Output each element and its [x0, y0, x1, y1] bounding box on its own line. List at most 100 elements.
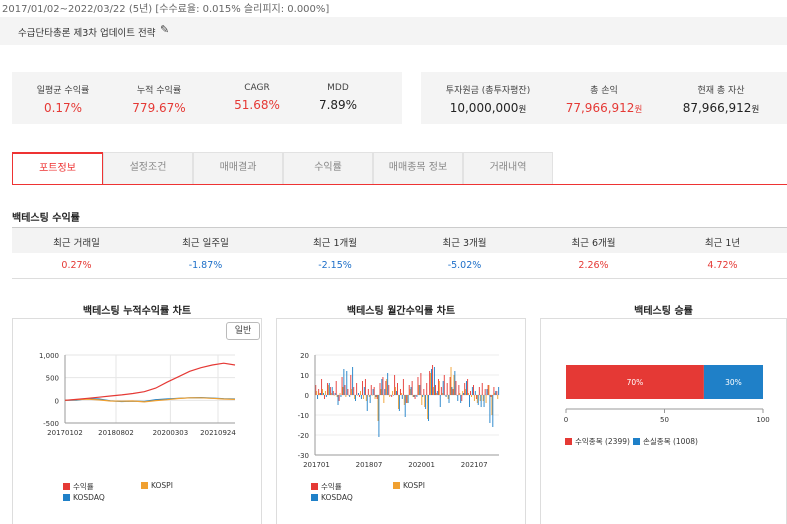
table-cell: -2.15% [318, 260, 352, 271]
stat-number: 87,966,912 [682, 101, 752, 115]
legend-item: 수익률 [311, 481, 342, 492]
tab-stock-info[interactable]: 매매종목 정보 [373, 152, 463, 184]
y-tick-label: -10 [298, 412, 309, 420]
bar-kospi [360, 391, 361, 395]
winrate-chart-title: 백테스팅 승률 [634, 306, 693, 317]
bar-kosdaq [454, 371, 456, 395]
bar-kosdaq [492, 395, 494, 427]
legend-item: KOSDAQ [63, 493, 105, 502]
bar-kospi [462, 391, 464, 395]
bar-return [335, 381, 337, 395]
bar-return [408, 385, 410, 395]
bar-kosdaq [363, 387, 365, 395]
tab-returns[interactable]: 수익률 [283, 152, 373, 184]
bar-kosdaq [431, 369, 432, 395]
stat-label: MDD [327, 83, 349, 93]
bar-return [437, 379, 439, 395]
bar-kosdaq [422, 395, 424, 397]
bar-kospi [354, 395, 356, 399]
bar-return [470, 391, 471, 395]
bar-kosdaq [337, 395, 339, 405]
bar-return [382, 377, 384, 395]
bar-return [344, 385, 346, 395]
bar-kosdaq [460, 395, 462, 403]
bar-return [411, 381, 413, 395]
bar-return [370, 385, 372, 395]
bar-kospi [357, 395, 359, 396]
bar-return [329, 387, 331, 395]
y-tick-label: 0 [55, 397, 59, 405]
bar-return [452, 389, 454, 395]
tab-trade-results[interactable]: 매매결과 [193, 152, 283, 184]
tab-port-info[interactable]: 포트정보 [12, 152, 103, 184]
bar-kosdaq [419, 385, 421, 395]
legend-swatch [311, 494, 318, 501]
y-tick-label: 1,000 [39, 352, 59, 360]
legend-label: 수익률 [321, 482, 342, 491]
chart-mode-button[interactable]: 일반 [226, 322, 260, 340]
bar-kospi [403, 395, 405, 405]
bar-return [490, 395, 492, 397]
bar-kospi [386, 379, 388, 395]
bar-kospi [400, 393, 402, 395]
legend-swatch [633, 438, 640, 445]
bar-kosdaq [366, 395, 368, 411]
y-tick-label: -20 [298, 432, 309, 440]
bar-kosdaq [498, 387, 500, 395]
bar-return [446, 383, 448, 395]
bar-kospi [468, 393, 469, 395]
tab-history[interactable]: 거래내역 [463, 152, 553, 184]
stat-value: 51.68% [234, 98, 280, 112]
legend-swatch [393, 482, 400, 489]
stat-label: 누적 수익률 [136, 86, 182, 96]
x-tick-label: 202001 [408, 461, 435, 469]
bar-kosdaq [439, 395, 441, 407]
bar-return [326, 383, 328, 395]
legend-item: KOSDAQ [311, 493, 353, 502]
tab-settings[interactable]: 설정조건 [103, 152, 193, 184]
legend-label: KOSDAQ [321, 493, 353, 502]
bar-kosdaq [395, 391, 397, 395]
bar-kosdaq [349, 395, 351, 397]
bar-kosdaq [360, 395, 362, 399]
bar-kospi [371, 395, 373, 396]
pencil-icon[interactable]: ✎ [160, 23, 170, 36]
stat-label: 투자원금 (총투자평잔) [445, 86, 531, 96]
bar-kospi [473, 395, 475, 401]
bar-kosdaq [358, 393, 359, 395]
x-tick-label: 100 [756, 416, 769, 424]
bar-kospi [438, 381, 440, 395]
bar-kosdaq [445, 395, 447, 397]
bar-kospi [485, 395, 487, 403]
bar-return [347, 389, 349, 395]
legend-label: 수익종목 (2399) [575, 437, 630, 446]
bar-kosdaq [474, 391, 476, 395]
bar-kosdaq [407, 395, 409, 403]
bar-kosdaq [489, 395, 491, 423]
bar-return [350, 375, 352, 395]
series-line-return [64, 362, 236, 401]
backtest-period: 2017/01/02~2022/03/22 (5년) [수수료율: 0.015%… [2, 4, 330, 15]
section-title: 백테스팅 수익률 [12, 213, 80, 224]
bar-kosdaq [320, 393, 321, 395]
bar-return [315, 385, 317, 395]
legend-item: KOSPI [393, 481, 425, 490]
bar-kosdaq [352, 367, 354, 395]
bar-kospi [362, 395, 364, 399]
bar-kospi [435, 393, 437, 395]
bar-return [478, 387, 480, 395]
bar-return [397, 383, 398, 395]
legend-swatch [565, 438, 572, 445]
bar-return [321, 379, 323, 395]
bar-kospi [374, 395, 376, 399]
bar-return [440, 387, 442, 395]
bar-kosdaq [466, 381, 467, 395]
bar-kospi [444, 395, 446, 396]
bar-kospi [453, 375, 455, 395]
bar-kosdaq [495, 391, 497, 395]
bar-return [417, 377, 419, 395]
cumulative-chart-title: 백테스팅 누적수익률 차트 [82, 306, 192, 317]
bar-kosdaq [451, 387, 453, 395]
bar-return [373, 387, 375, 395]
